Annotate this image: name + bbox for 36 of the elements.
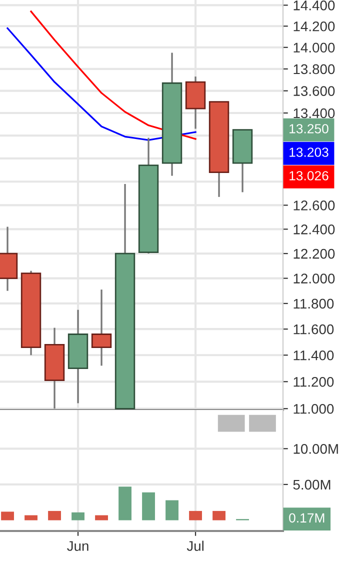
y-tick-label: 11.600 [294,324,334,334]
bar [142,492,155,520]
bar [189,510,202,520]
x-tick-label: Jul [186,540,204,551]
y-tick-label: 12.400 [294,224,335,234]
y-tick-label: 11.400 [294,350,334,360]
x-tick-label: Jun [67,541,88,551]
y-tick-label: 14.200 [294,21,335,32]
y-tick-label: 13.600 [294,86,335,96]
y-tick-label: 5.00M [293,480,330,490]
y-tick-label: 11.200 [294,376,334,387]
candlestick [91,288,112,367]
text: 13.026 [290,171,328,180]
bar [1,512,14,520]
bar [24,515,38,520]
y-tick-label: 11.000 [294,404,334,414]
y-tick-label: 12.200 [294,248,335,259]
bar [212,510,226,520]
y-tick-label: 13.400 [294,108,335,118]
bar [95,515,108,520]
text: 0.17M [289,513,324,523]
bar [48,510,61,520]
text: 13.250 [290,124,328,134]
line-series [30,10,196,140]
y-tick-label: 14.000 [294,42,335,53]
y-tick-label: 12.600 [294,200,335,210]
text: 13.203 [290,148,328,157]
bar [118,486,132,520]
line-series [6,27,196,141]
bar [166,500,178,520]
bar [72,512,84,520]
y-tick-label: 11.800 [294,298,334,309]
y-tick-label: 14.400 [294,0,335,10]
y-tick-label: 13.800 [294,64,335,74]
y-tick-label: 10.00M [294,444,338,454]
y-tick-label: 12.000 [294,274,335,284]
